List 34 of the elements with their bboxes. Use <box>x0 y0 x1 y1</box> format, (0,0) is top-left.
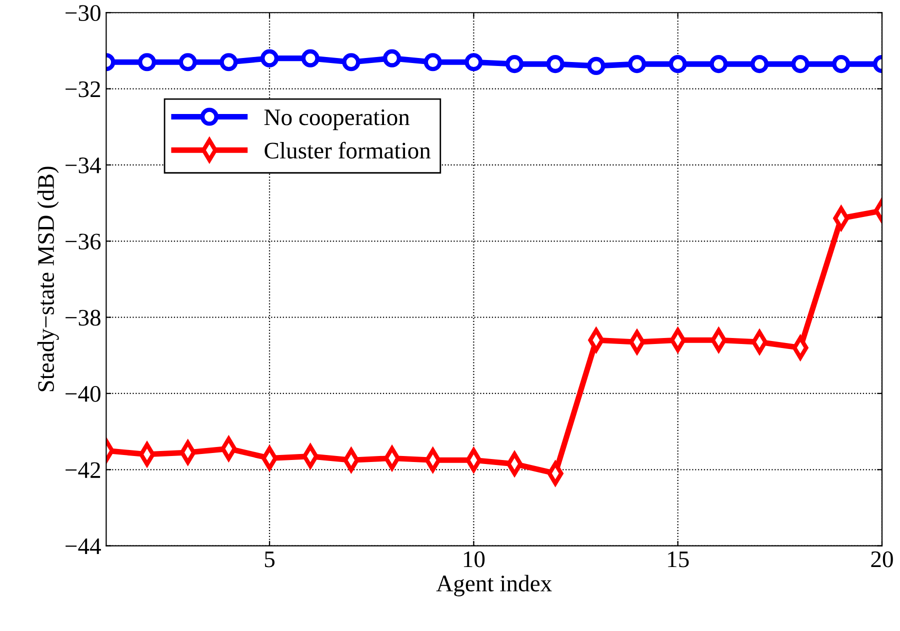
point <box>750 55 769 74</box>
y-tick-label: −42 <box>66 462 100 478</box>
y-tick-label: −44 <box>66 538 101 554</box>
point <box>424 53 442 72</box>
point <box>505 55 524 74</box>
point <box>138 53 156 72</box>
x-tick-label: 15 <box>668 551 689 568</box>
point <box>791 55 810 74</box>
point <box>260 49 279 68</box>
point <box>464 53 483 72</box>
point <box>546 55 564 74</box>
y-tick-label: −36 <box>66 234 101 250</box>
point <box>220 53 238 72</box>
y-tick-label: −40 <box>66 386 100 402</box>
y-axis-title: Steady−state MSD (dB) <box>37 166 59 392</box>
point <box>382 49 402 68</box>
y-tick-label: −32 <box>66 81 100 98</box>
legend-label: Cluster formation <box>264 142 431 159</box>
point <box>587 56 606 75</box>
x-tick-label: 20 <box>871 551 893 568</box>
x-tick-label: 10 <box>464 551 485 568</box>
legend-label: No cooperation <box>264 109 410 130</box>
point <box>178 53 197 72</box>
point <box>668 55 687 74</box>
point <box>342 53 360 72</box>
x-axis-title: Agent index <box>436 574 552 596</box>
point <box>710 55 728 74</box>
y-tick-label: −34 <box>66 158 101 174</box>
point <box>832 55 850 74</box>
y-tick-label: −38 <box>66 310 100 326</box>
y-tick-label: −30 <box>66 5 100 22</box>
point <box>628 55 646 74</box>
point <box>301 49 320 68</box>
x-tick-label: 5 <box>264 552 275 568</box>
